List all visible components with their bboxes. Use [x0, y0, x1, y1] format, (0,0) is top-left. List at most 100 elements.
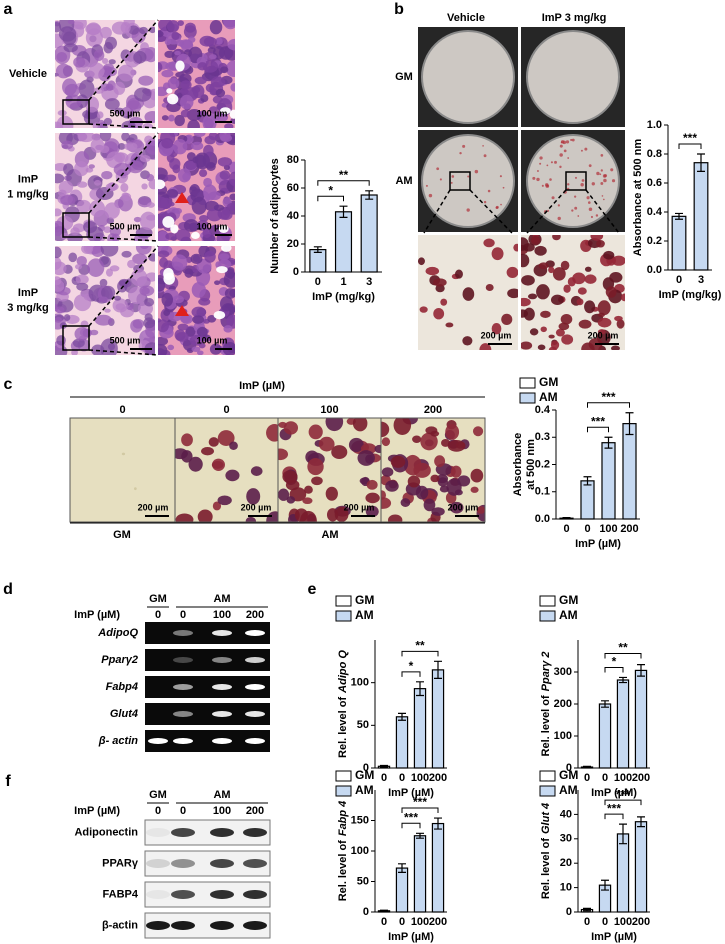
image: [278, 418, 381, 522]
image-texture: [212, 458, 225, 472]
image-texture: [425, 266, 440, 276]
image-texture: [614, 315, 623, 322]
image-texture: [590, 235, 604, 241]
image-texture: [304, 485, 313, 494]
bar: [360, 194, 378, 273]
legend-swatch: [335, 770, 352, 782]
row-label: ImP: [18, 173, 38, 185]
image-texture: [366, 479, 378, 490]
image-texture: [560, 313, 573, 325]
dose-label: 0: [180, 805, 186, 817]
error-bar: [416, 681, 424, 697]
y-tick-label: 0: [566, 762, 572, 774]
dose-label: ImP (µM): [74, 609, 120, 621]
image-border: [380, 417, 486, 523]
image-texture: [143, 317, 155, 329]
y-axis-label: Absorbance at 500 nm: [632, 139, 644, 257]
image-texture: [325, 486, 338, 501]
image-texture: [227, 266, 235, 274]
image: [418, 27, 518, 127]
image-texture: [560, 260, 570, 271]
image-texture: [88, 62, 105, 79]
y-tick-label: 0.3: [535, 431, 550, 443]
image-texture: [374, 444, 381, 454]
image-texture: [109, 265, 120, 272]
y-axis-label: Rel. level of Fabp 4: [337, 801, 349, 902]
blot-band: [146, 921, 170, 930]
image-texture: [194, 76, 207, 85]
y-tick-label: 200: [554, 698, 572, 710]
y-tick-label: 60: [287, 182, 299, 194]
image-texture: [98, 296, 109, 303]
significance-bracket: [401, 650, 439, 657]
error-bar: [619, 823, 627, 845]
group-label: GM: [149, 593, 167, 605]
image-texture: [55, 306, 65, 314]
image-texture: [105, 268, 113, 277]
image-texture: [208, 106, 218, 114]
image-texture: [483, 154, 487, 158]
image-texture: [196, 350, 204, 355]
image-texture: [78, 79, 95, 99]
error-bar: [313, 246, 322, 253]
image-texture: [439, 178, 442, 181]
panel-letter: a: [4, 1, 13, 18]
image-texture: [191, 282, 206, 298]
error-bar: [416, 832, 424, 839]
significance-label: *: [328, 183, 333, 197]
image-texture: [413, 462, 431, 478]
image-texture: [179, 94, 194, 110]
blot-band: [210, 859, 234, 868]
image-texture: [462, 336, 473, 346]
image-texture: [436, 167, 440, 171]
dose-label: 100: [320, 404, 338, 416]
image-texture: [229, 109, 235, 119]
image-texture: [567, 157, 570, 159]
y-axis-label-gene: Pparγ 2: [540, 652, 552, 692]
image-texture: [500, 203, 502, 206]
x-tick-label: 3: [366, 276, 372, 288]
image-texture: [415, 485, 429, 500]
image-texture: [502, 186, 505, 189]
image-texture: [278, 448, 289, 461]
image-texture: [77, 181, 88, 188]
image-texture: [208, 437, 219, 447]
image-texture: [584, 300, 596, 314]
error-bar: [434, 660, 442, 679]
image-texture: [605, 286, 617, 298]
image: [418, 235, 518, 350]
image: [55, 133, 155, 241]
bar: [634, 669, 648, 769]
scale-bar-label: 200 µm: [588, 330, 619, 340]
image-texture: [87, 258, 105, 277]
legend-label: GM: [559, 768, 578, 782]
group-label: AM: [213, 593, 230, 605]
image-texture: [381, 467, 394, 477]
y-tick-label: 100: [554, 730, 572, 742]
image-texture: [557, 204, 560, 207]
image-texture: [175, 513, 194, 522]
image-texture: [180, 80, 192, 90]
image-texture: [294, 508, 308, 522]
gene-label: Glut4: [110, 708, 138, 720]
image-texture: [224, 288, 235, 299]
image-texture: [57, 189, 67, 197]
image-texture: [563, 149, 567, 153]
image-texture: [161, 292, 173, 307]
legend-label: AM: [355, 783, 374, 797]
image-texture: [521, 297, 531, 307]
row-label: GM: [395, 71, 413, 83]
image-texture: [540, 326, 547, 333]
image-texture: [197, 62, 208, 71]
legend-label: AM: [355, 608, 374, 622]
image-texture: [218, 224, 229, 233]
image-texture: [191, 346, 201, 352]
image-texture: [162, 216, 175, 228]
image-texture: [348, 437, 364, 453]
error-bar: [604, 436, 613, 449]
image-texture: [72, 223, 86, 233]
image-texture: [104, 98, 120, 111]
image-texture: [611, 255, 625, 266]
